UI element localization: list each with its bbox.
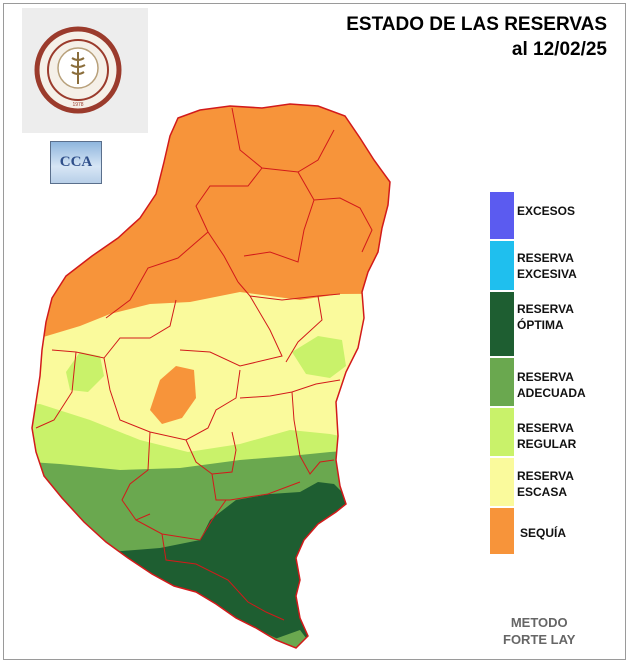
method-line-2: FORTE LAY xyxy=(503,632,576,647)
legend-swatch-sequia xyxy=(490,508,514,554)
legend-label-regular-1: RESERVA xyxy=(517,421,574,435)
title-date: al 12/02/25 xyxy=(511,39,607,60)
map-frame xyxy=(3,3,626,660)
legend-label-excesos: EXCESOS xyxy=(517,204,576,218)
legend-label-adecuada-2: ADECUADA xyxy=(517,386,586,400)
legend-swatch-excesos xyxy=(490,192,514,239)
zone-optima xyxy=(110,482,360,648)
legend-swatch-regular xyxy=(490,408,514,456)
institution-logo-box: 1978 xyxy=(22,8,148,133)
legend-label-regular-2: REGULAR xyxy=(517,437,577,451)
legend-swatch-adecuada xyxy=(490,358,514,406)
zone-sequia-center xyxy=(150,366,196,424)
legend-label-adecuada-1: RESERVA xyxy=(517,370,574,384)
zone-adecuada-tip xyxy=(272,630,312,648)
logo-year: 1978 xyxy=(72,102,83,108)
cca-logo: CCA xyxy=(50,141,102,184)
legend-swatch-escasa xyxy=(490,458,514,506)
legend-label-optima-1: RESERVA xyxy=(517,302,574,316)
zone-regular-east xyxy=(292,336,346,378)
legend-label-sequia: SEQUÍA xyxy=(520,526,567,540)
department-borders xyxy=(31,103,391,649)
legend-label-excesiva-1: RESERVA xyxy=(517,251,574,265)
legend-label-escasa-2: ESCASA xyxy=(517,485,568,499)
institution-logo-icon: 1978 xyxy=(34,26,122,114)
method-caption: METODO FORTE LAY xyxy=(503,614,575,648)
legend-label-optima-2: ÓPTIMA xyxy=(517,318,564,332)
zone-regular-south xyxy=(32,404,360,470)
legend-label-excesiva-2: EXCESIVA xyxy=(517,267,577,281)
map-title: ESTADO DE LAS RESERVAS al 12/02/25 xyxy=(346,12,607,62)
legend-swatch-optima xyxy=(490,292,514,356)
legend-label-escasa-1: RESERVA xyxy=(517,469,574,483)
legend-swatch-excesiva xyxy=(490,241,514,290)
zone-sequia-north xyxy=(32,104,390,340)
title-line-1: ESTADO DE LAS RESERVAS xyxy=(346,14,607,35)
method-line-1: METODO xyxy=(510,615,568,630)
